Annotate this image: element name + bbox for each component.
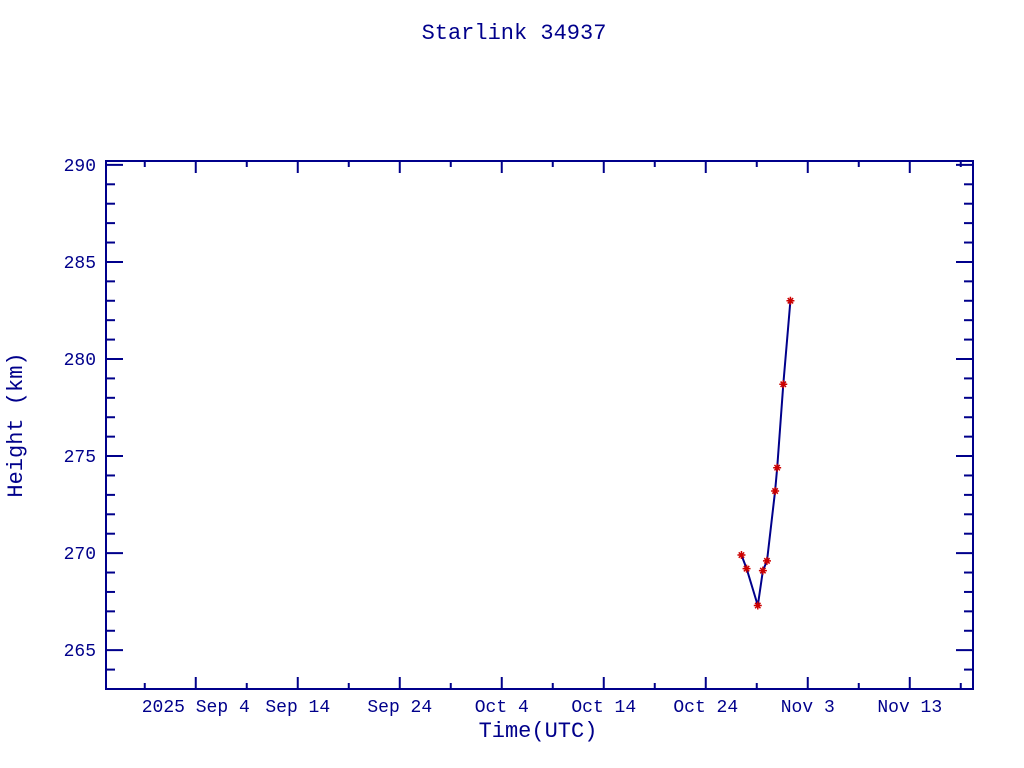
x-tick-label: Nov 13 [877,698,942,718]
x-axis-tick-labels: 2025 Sep 4 Sep 14 Sep 24 Oct 4 Oct 14 Oct 24 N… [142,698,942,718]
asterisk-marker [779,380,788,389]
x-tick-label: Oct 4 [475,698,529,718]
x-tick-label: Nov 3 [781,698,835,718]
asterisk-marker [742,564,751,573]
asterisk-marker [762,556,771,565]
asterisk-marker [786,296,795,305]
y-tick-label: 270 [64,545,96,565]
x-tick-label: 2025 Sep 4 [142,698,250,718]
x-axis-ticks [143,161,962,689]
x-tick-label: Oct 24 [673,698,738,718]
x-tick-label: Sep 24 [367,698,432,718]
y-tick-label: 285 [64,254,96,274]
x-tick-label: Sep 14 [265,698,330,718]
y-tick-label: 280 [64,351,96,371]
y-axis-tick-labels: 265 270 275 280 285 290 [64,157,96,662]
y-tick-label: 290 [64,157,96,177]
y-axis-title: Height (km) [4,352,29,497]
asterisk-marker [758,566,767,575]
plot-frame [105,160,974,690]
data-point-markers [737,296,795,610]
asterisk-marker [771,487,780,495]
x-axis-title: Time(UTC) [479,719,598,744]
asterisk-marker [753,601,762,610]
y-axis-ticks [106,163,973,671]
y-tick-label: 265 [64,642,96,662]
x-tick-label: Oct 14 [571,698,636,718]
asterisk-marker [737,551,746,560]
asterisk-marker [773,463,782,472]
chart-title: Starlink 34937 [422,21,607,46]
y-tick-label: 275 [64,448,96,468]
